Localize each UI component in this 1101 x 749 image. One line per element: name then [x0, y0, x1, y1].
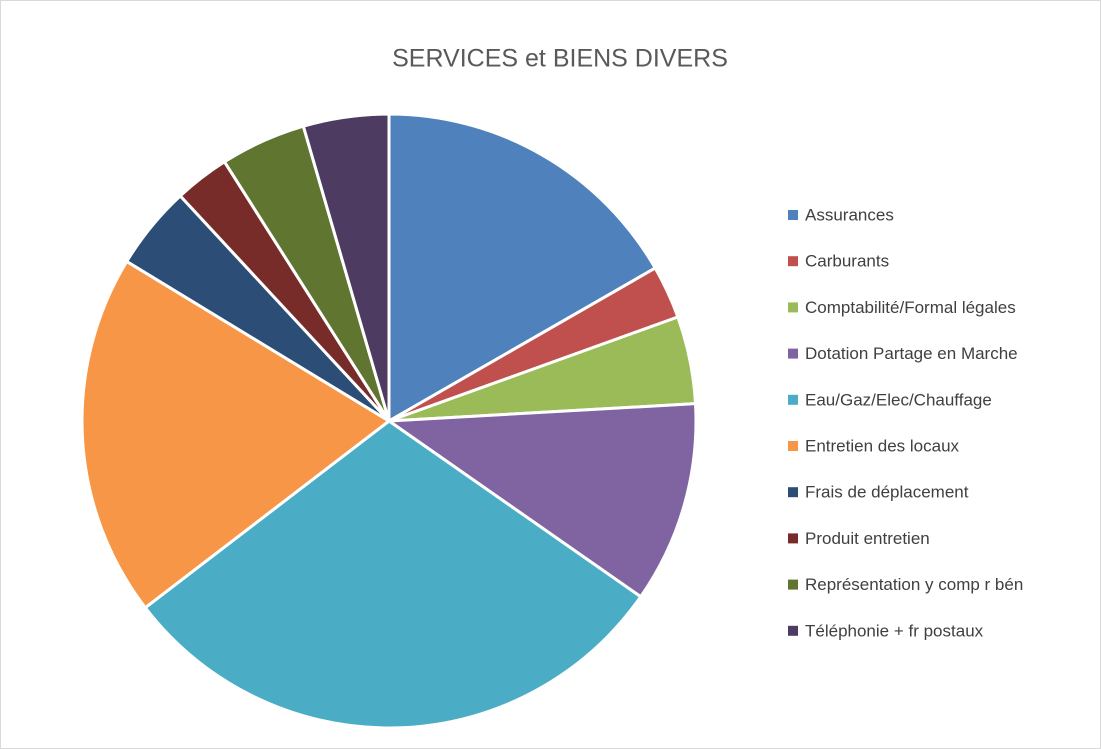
legend-label: Dotation Partage en Marche	[805, 344, 1018, 363]
legend-marker	[788, 394, 798, 405]
legend-marker	[788, 441, 798, 451]
legend-label: Assurances	[805, 205, 894, 224]
legend-label: Frais de déplacement	[805, 483, 969, 502]
legend-marker	[788, 348, 798, 359]
pie-slice	[387, 112, 657, 423]
legend-label: Eau/Gaz/Elec/Chauffage	[805, 390, 992, 409]
pie-slice	[80, 259, 391, 610]
legend-marker	[788, 487, 798, 498]
legend-marker	[788, 579, 798, 590]
legend-label: Carburants	[805, 252, 889, 271]
legend-marker	[788, 533, 798, 544]
chart-title: SERVICES et BIENS DIVERS	[392, 45, 728, 73]
pie-slice	[143, 419, 643, 730]
pie-slice	[301, 112, 391, 423]
legend-marker	[788, 256, 798, 267]
legend-marker	[788, 210, 798, 220]
legend-label: Produit entretien	[805, 529, 930, 548]
legend-label: Entretien des locaux	[805, 436, 960, 455]
legend-label: Représentation y comp r bén	[805, 575, 1023, 594]
legend-marker	[788, 302, 798, 313]
legend-marker	[788, 625, 798, 636]
legend-label: Comptabilité/Formal légales	[805, 298, 1016, 317]
pie-slice	[387, 402, 698, 599]
legend-label: Téléphonie + fr postaux	[805, 621, 984, 640]
